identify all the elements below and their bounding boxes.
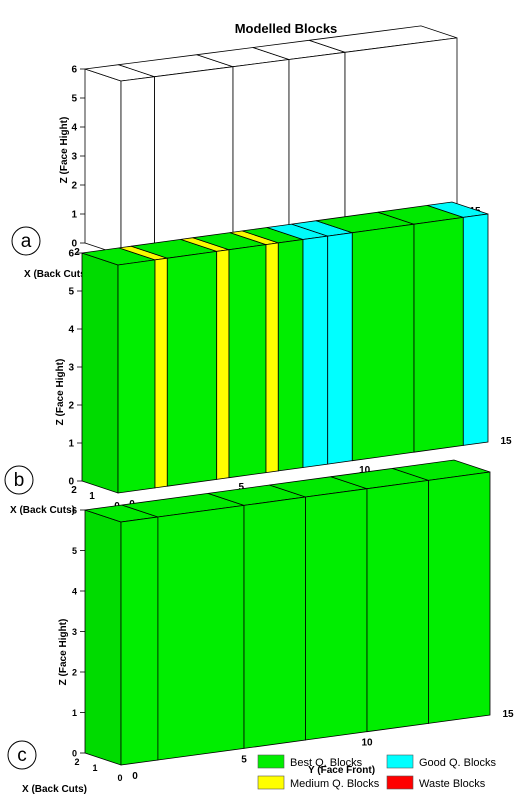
y-tick-label: 10	[361, 738, 373, 749]
y-tick-label: 0	[132, 771, 138, 782]
block-front-good	[302, 235, 329, 468]
panel-c: Modelled Blocks0123456012051015Y (Face F…	[7, 459, 514, 795]
x-tick-label: 0	[117, 773, 122, 783]
x-tick-label: 1	[89, 491, 95, 502]
chart-title: Modelled Blocks	[235, 21, 338, 36]
legend-label-good: Good Q. Blocks	[419, 757, 497, 769]
block-front-best	[166, 250, 218, 487]
block-front-best	[277, 239, 304, 472]
z-tick-label: 2	[72, 668, 77, 678]
x-tick-label: 2	[74, 757, 79, 767]
block-front-none	[288, 51, 346, 234]
x-axis-label: X (Back Cuts)	[22, 784, 87, 795]
z-tick-label: 3	[71, 152, 77, 163]
x-axis-label: X (Back Cuts)	[24, 269, 89, 280]
block-front-medium	[265, 242, 279, 474]
x-tick-label: 2	[71, 485, 77, 496]
legend-label-best: Best Q. Blocks	[290, 757, 363, 769]
z-axis-label: Z (Face Hight)	[59, 117, 70, 184]
legend-swatch-best	[257, 754, 285, 769]
z-tick-label: 4	[71, 123, 77, 134]
z-tick-label: 1	[68, 439, 74, 450]
block-front-best	[305, 488, 368, 741]
block-front-best	[120, 516, 159, 766]
block-front-best	[428, 471, 491, 724]
legend-swatch-waste	[386, 775, 414, 790]
x-axis-label: X (Back Cuts)	[10, 505, 75, 516]
block-front-none	[120, 76, 156, 256]
legend-label-waste: Waste Blocks	[419, 778, 486, 790]
z-tick-label: 6	[71, 65, 77, 76]
block-front-best	[157, 504, 245, 761]
panel-letter-circle	[7, 740, 37, 770]
z-tick-label: 1	[71, 210, 77, 221]
z-tick-label: 3	[72, 627, 77, 637]
z-tick-label: 6	[72, 506, 77, 516]
legend-label-medium: Medium Q. Blocks	[290, 778, 380, 790]
z-tick-label: 5	[68, 287, 74, 298]
z-tick-label: 1	[72, 708, 77, 718]
x-tick-label: 1	[92, 763, 97, 773]
legend-swatch-good	[386, 754, 414, 769]
legend: Best Q. Blocks Good Q. Blocks Medium Q. Bl…	[257, 754, 497, 790]
z-axis-label: Z (Face Hight)	[55, 359, 66, 426]
block-end-face	[84, 509, 122, 766]
z-tick-label: 2	[71, 181, 77, 192]
panel-letter: c	[17, 745, 27, 766]
legend-swatch-medium	[257, 775, 285, 790]
z-tick-label: 5	[72, 546, 77, 556]
panel-b: Modelled Blocks0123456012051015Y (Face F…	[4, 201, 512, 516]
y-axis-label: Y (Face Front)	[308, 765, 375, 776]
block-front-best	[243, 496, 306, 749]
panel-letter: a	[21, 231, 32, 252]
block-front-none	[344, 37, 458, 227]
block-front-best	[366, 479, 429, 733]
panel-letter-circle	[4, 465, 34, 495]
block-front-medium	[154, 257, 168, 489]
block-front-best	[228, 244, 267, 479]
block-end-face	[81, 252, 119, 494]
z-tick-label: 0	[68, 477, 74, 488]
block-end-face	[84, 68, 122, 256]
block-front-best	[117, 259, 156, 494]
y-tick-label: 5	[241, 754, 247, 765]
z-tick-label: 4	[68, 325, 74, 336]
block-front-good	[327, 232, 353, 465]
z-tick-label: 2	[68, 401, 74, 412]
panel-letter: b	[14, 470, 25, 491]
z-tick-label: 6	[68, 249, 74, 260]
z-axis-label: Z (Face Hight)	[58, 619, 69, 686]
z-tick-label: 4	[72, 587, 77, 597]
z-tick-label: 5	[71, 94, 77, 105]
block-front-none	[232, 59, 290, 242]
block-front-medium	[216, 249, 230, 480]
block-front-good	[462, 213, 489, 446]
z-tick-label: 0	[72, 749, 77, 759]
y-tick-label: 15	[500, 436, 512, 447]
panel-letter-circle	[11, 226, 41, 256]
x-tick-label: 2	[74, 247, 80, 258]
block-front-best	[351, 223, 415, 462]
y-tick-label: 10	[359, 465, 371, 476]
block-front-none	[154, 66, 234, 252]
z-tick-label: 0	[71, 239, 77, 250]
block-front-best	[413, 216, 464, 453]
y-tick-label: 5	[239, 482, 245, 493]
y-tick-label: 15	[502, 709, 514, 720]
z-tick-label: 3	[68, 363, 74, 374]
